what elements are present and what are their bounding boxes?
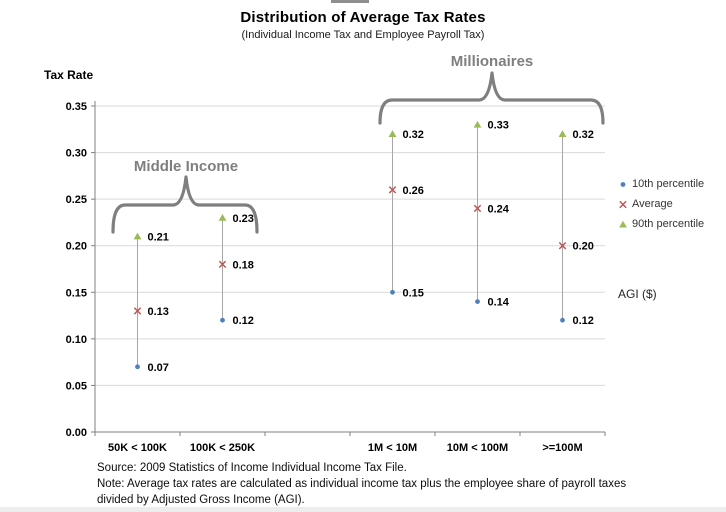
y-tick-label: 0.30	[66, 148, 87, 160]
category-label: >=100M	[542, 442, 582, 454]
data-label: 0.21	[148, 231, 169, 243]
legend-label: 10th percentile	[632, 178, 705, 190]
average-marker	[133, 307, 142, 315]
screenshot-edge-strip	[0, 507, 726, 512]
data-label: 0.18	[233, 259, 254, 271]
triangle-marker-icon	[617, 218, 629, 230]
triangle-glyph	[619, 220, 627, 228]
data-label: 0.12	[573, 315, 594, 327]
y-tick-label: 0.05	[66, 380, 87, 392]
x-glyph	[619, 200, 627, 209]
triangle-glyph-shape	[619, 220, 627, 228]
90th-percentile-marker	[218, 213, 227, 221]
90th-percentile-marker	[388, 130, 397, 137]
x-glyph-shape	[619, 200, 627, 209]
series-average	[133, 186, 567, 315]
note-line-1: Note: Average tax rates are calculated a…	[97, 478, 627, 490]
data-label: 0.14	[488, 297, 510, 309]
data-label: 0.32	[403, 129, 424, 141]
group-brace-millionaires	[378, 71, 605, 125]
legend-item-average: Average	[617, 197, 704, 211]
legend-item-90th-percentile: 90th percentile	[617, 217, 704, 231]
dot-marker-icon	[617, 178, 629, 190]
data-label: 0.26	[403, 185, 424, 197]
annotation-middle-income: Middle Income	[133, 158, 239, 175]
x-marker-icon	[617, 198, 629, 210]
average-marker	[473, 204, 482, 213]
note-line-2: divided by Adjusted Gross Income (AGI).	[97, 494, 305, 506]
y-tick-label: 0.10	[66, 334, 87, 346]
screenshot-artifact	[331, 0, 369, 3]
source-notes: Source: 2009 Statistics of Income Indivi…	[97, 460, 626, 508]
chart-subtitle: (Individual Income Tax and Employee Payr…	[241, 29, 485, 41]
legend: 10th percentile Average 90th percentile	[617, 177, 704, 237]
data-label: 0.13	[148, 306, 169, 318]
90th-percentile-marker	[133, 232, 142, 240]
annotation-millionaires: Millionaires	[450, 53, 534, 70]
data-label: 0.23	[233, 213, 254, 225]
data-label: 0.15	[403, 287, 424, 299]
data-label: 0.20	[573, 241, 594, 253]
category-label: 10M < 100M	[447, 442, 508, 454]
10th-percentile-marker	[390, 289, 395, 295]
10th-percentile-marker	[475, 299, 480, 304]
data-label: 0.07	[148, 362, 169, 374]
y-tick-label: 0.00	[66, 427, 87, 439]
legend-label: Average	[632, 198, 673, 210]
y-axis-title: Tax Rate	[44, 68, 94, 82]
y-tick-label: 0.25	[66, 194, 87, 206]
10th-percentile-marker	[220, 317, 225, 323]
average-marker	[218, 260, 227, 269]
source-line: Source: 2009 Statistics of Income Indivi…	[97, 462, 407, 474]
data-label: 0.32	[573, 129, 594, 141]
average-marker	[558, 242, 567, 250]
group-brace-middle-income	[111, 175, 259, 234]
dot-glyph-shape	[620, 182, 626, 187]
legend-item-10th-percentile: 10th percentile	[617, 177, 704, 191]
average-marker	[388, 186, 397, 194]
category-label: 1M < 10M	[368, 442, 417, 454]
90th-percentile-marker	[558, 130, 567, 137]
data-label: 0.33	[488, 120, 509, 132]
data-label: 0.24	[488, 203, 510, 215]
series-10th-percentile	[135, 289, 565, 370]
category-label: 50K < 100K	[108, 442, 167, 454]
legend-label: 90th percentile	[632, 218, 705, 230]
x-axis-title: AGI ($)	[618, 287, 657, 301]
10th-percentile-marker	[560, 317, 565, 323]
90th-percentile-marker	[473, 120, 482, 128]
y-tick-label: 0.15	[66, 287, 87, 299]
dot-glyph	[620, 182, 626, 187]
chart-title: Distribution of Average Tax Rates	[240, 9, 486, 26]
y-tick-label: 0.35	[66, 101, 87, 113]
series-90th-percentile	[133, 120, 567, 240]
category-label: 100K < 250K	[190, 442, 255, 454]
10th-percentile-marker	[135, 364, 140, 370]
data-label: 0.12	[233, 315, 254, 327]
y-tick-label: 0.20	[66, 241, 87, 253]
